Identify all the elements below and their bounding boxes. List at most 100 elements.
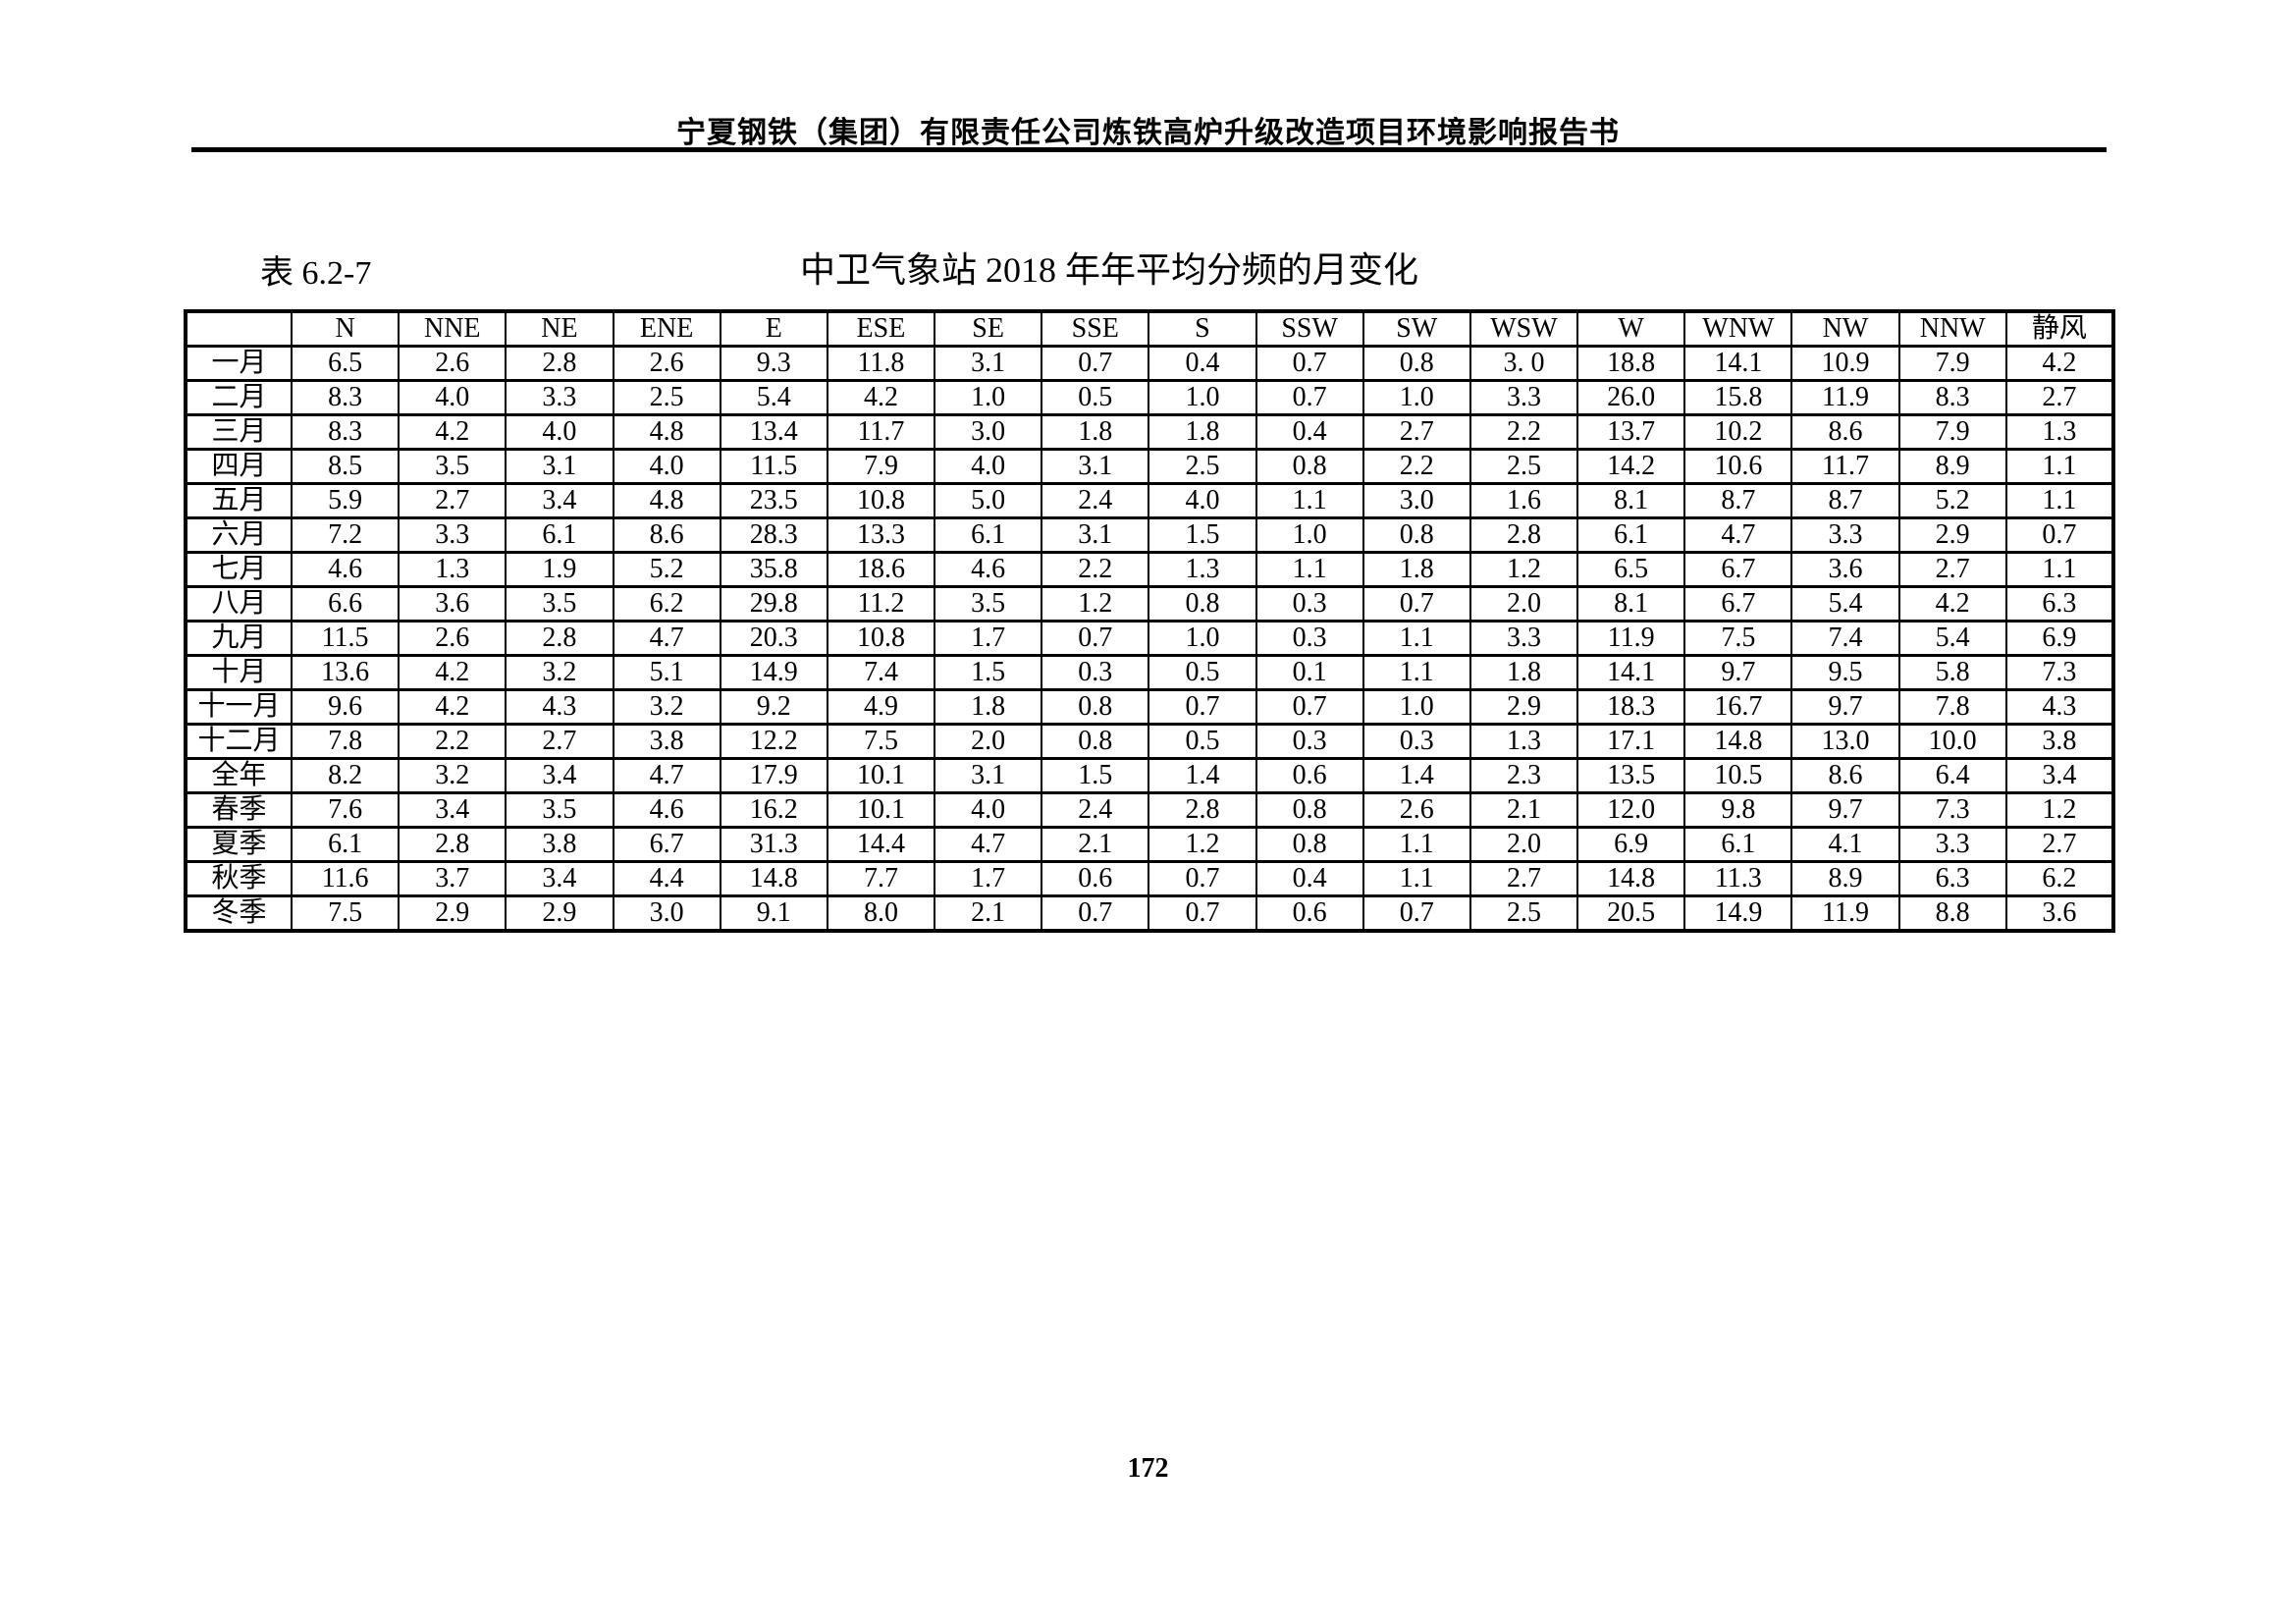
table-cell: 3.0 <box>612 894 721 933</box>
row-label-cell: 十一月 <box>185 688 293 726</box>
table-cell: 1.2 <box>2004 791 2115 829</box>
table-header-cell: SSW <box>1255 309 1364 348</box>
table-cell: 4.0 <box>1148 482 1257 519</box>
table-cell: 3.5 <box>505 791 614 829</box>
table-cell: 2.7 <box>505 723 614 760</box>
table-cell: 5.4 <box>1897 620 2007 657</box>
table-cell: 2.4 <box>1041 791 1150 829</box>
table-cell: 1.8 <box>1041 413 1150 451</box>
table-cell: 0.7 <box>1148 688 1257 726</box>
table-cell: 10.5 <box>1683 757 1793 794</box>
table-cell: 3.3 <box>1897 826 2007 863</box>
table-cell: 1.0 <box>1255 516 1364 554</box>
table-cell: 2.1 <box>934 894 1043 933</box>
table-header-cell: WSW <box>1468 309 1579 348</box>
table-cell: 2.7 <box>2004 826 2115 863</box>
table-cell: 8.3 <box>290 413 400 451</box>
table-cell: 2.5 <box>1468 894 1579 933</box>
table-cell: 6.1 <box>505 516 614 554</box>
table-cell: 3.2 <box>505 654 614 691</box>
table-row: 全年 8.2 3.2 3.4 4.7 17.9 10.1 3.1 1.5 1.4 0.6 1.4 2.3… <box>185 757 2115 794</box>
table-cell: 8.9 <box>1790 860 1900 897</box>
table-cell: 1.4 <box>1148 757 1257 794</box>
table-cell: 4.7 <box>934 826 1043 863</box>
table-cell: 1.5 <box>1041 757 1150 794</box>
table-cell: 11.3 <box>1683 860 1793 897</box>
table-cell: 1.8 <box>1362 551 1471 588</box>
table-cell: 4.0 <box>934 791 1043 829</box>
table-cell: 9.6 <box>290 688 400 726</box>
table-header-cell: W <box>1576 309 1686 348</box>
table-cell: 1.6 <box>1468 482 1579 519</box>
table-cell: 1.3 <box>1468 723 1579 760</box>
table-cell: 14.8 <box>1683 723 1793 760</box>
table-cell: 2.7 <box>2004 379 2115 416</box>
table-cell: 6.2 <box>612 585 721 623</box>
row-label-cell: 夏季 <box>185 826 293 863</box>
table-cell: 7.2 <box>290 516 400 554</box>
table-header-cell: SW <box>1362 309 1471 348</box>
table-cell: 1.0 <box>934 379 1043 416</box>
table-cell: 6.9 <box>1576 826 1686 863</box>
table-cell: 8.3 <box>290 379 400 416</box>
table-cell: 0.7 <box>2004 516 2115 554</box>
table-cell: 11.7 <box>1790 448 1900 485</box>
table-header-cell: ESE <box>826 309 936 348</box>
table-row: 十二月 7.8 2.2 2.7 3.8 12.2 7.5 2.0 0.8 0.5 0.3 0.3 1.3… <box>185 723 2115 760</box>
table-cell: 4.2 <box>398 688 507 726</box>
table-cell: 0.3 <box>1255 723 1364 760</box>
table-cell: 0.7 <box>1255 345 1364 382</box>
table-cell: 13.4 <box>719 413 828 451</box>
table-cell: 4.3 <box>2004 688 2115 726</box>
table-cell: 3.3 <box>1790 516 1900 554</box>
table-cell: 11.5 <box>290 620 400 657</box>
table-cell: 3.3 <box>1468 620 1579 657</box>
table-cell: 7.9 <box>1897 345 2007 382</box>
table-cell: 4.2 <box>398 413 507 451</box>
table-cell: 4.2 <box>1897 585 2007 623</box>
table-cell: 14.8 <box>1576 860 1686 897</box>
table-cell: 10.6 <box>1683 448 1793 485</box>
table-cell: 1.3 <box>2004 413 2115 451</box>
table-cell: 14.9 <box>1683 894 1793 933</box>
row-label-cell: 九月 <box>185 620 293 657</box>
table-cell: 8.1 <box>1576 482 1686 519</box>
table-cell: 9.5 <box>1790 654 1900 691</box>
table-cell: 5.4 <box>719 379 828 416</box>
table-cell: 0.6 <box>1255 894 1364 933</box>
table-cell: 0.4 <box>1255 860 1364 897</box>
table-cell: 1.1 <box>1362 826 1471 863</box>
table-cell: 1.3 <box>398 551 507 588</box>
table-cell: 3.6 <box>2004 894 2115 933</box>
table-cell: 1.8 <box>1468 654 1579 691</box>
table-cell: 3.3 <box>398 516 507 554</box>
table-row: 秋季 11.6 3.7 3.4 4.4 14.8 7.7 1.7 0.6 0.7 0.4 1.1 2.7… <box>185 860 2115 897</box>
table-cell: 13.5 <box>1576 757 1686 794</box>
row-label-cell: 五月 <box>185 482 293 519</box>
table-cell: 9.3 <box>719 345 828 382</box>
table-cell: 3.4 <box>2004 757 2115 794</box>
table-cell: 2.4 <box>1041 482 1150 519</box>
row-label-cell: 冬季 <box>185 894 293 933</box>
table-cell: 2.2 <box>1041 551 1150 588</box>
table-cell: 7.5 <box>290 894 400 933</box>
table-cell: 23.5 <box>719 482 828 519</box>
table-row: 二月 8.3 4.0 3.3 2.5 5.4 4.2 1.0 0.5 1.0 0.7 1.0 3.3 26… <box>185 379 2115 416</box>
table-cell: 3.0 <box>934 413 1043 451</box>
table-cell: 1.4 <box>1362 757 1471 794</box>
row-label-cell: 三月 <box>185 413 293 451</box>
table-header-cell: S <box>1148 309 1257 348</box>
table-cell: 13.6 <box>290 654 400 691</box>
table-cell: 18.3 <box>1576 688 1686 726</box>
table-cell: 1.1 <box>1362 654 1471 691</box>
table-cell: 2.9 <box>398 894 507 933</box>
table-cell: 2.3 <box>1468 757 1579 794</box>
table-cell: 8.6 <box>612 516 721 554</box>
table-cell: 1.8 <box>934 688 1043 726</box>
table-cell: 7.4 <box>826 654 936 691</box>
table-cell: 3.2 <box>612 688 721 726</box>
table-cell: 9.7 <box>1790 791 1900 829</box>
table-header-cell: 静风 <box>2004 309 2115 348</box>
table-cell: 14.4 <box>826 826 936 863</box>
